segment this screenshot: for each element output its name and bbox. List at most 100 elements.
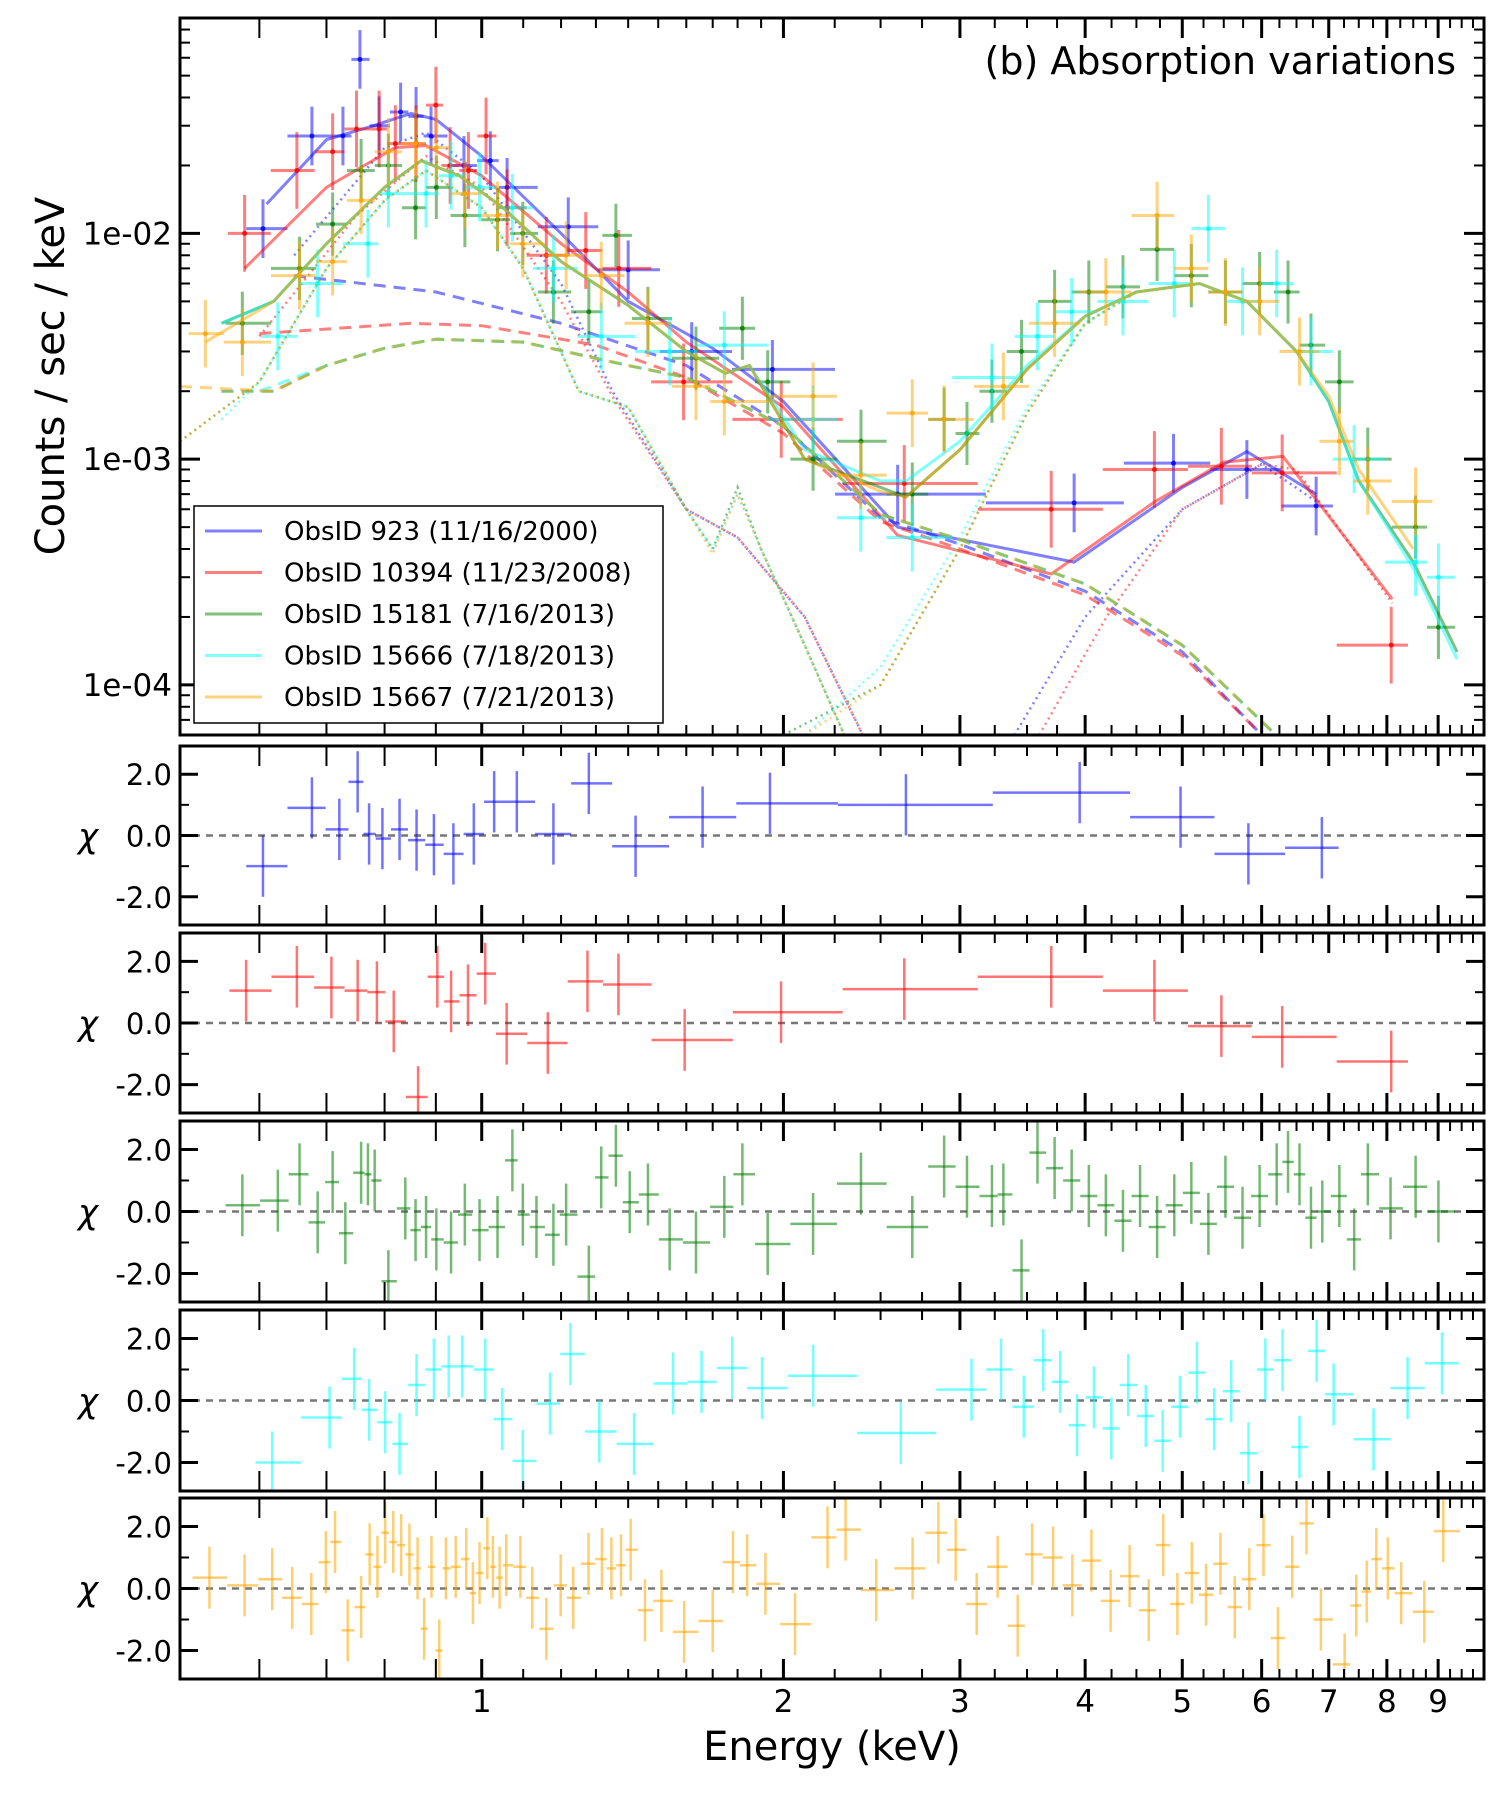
- x-tick-label: 2: [774, 1684, 794, 1720]
- data-point: [392, 141, 398, 147]
- data-point: [385, 191, 391, 197]
- residual-y-tick-label: 2.0: [126, 1323, 172, 1357]
- data-point: [365, 241, 371, 247]
- data-point: [1103, 289, 1109, 295]
- residual-frame: [178, 744, 1486, 927]
- model-dotted-soft-line: [180, 168, 846, 735]
- residual-panel-0: 2.0 0.0 -2.0 χ: [76, 744, 1486, 927]
- residual-y-tick-label: 2.0: [126, 1511, 172, 1545]
- residual-frame: [178, 931, 1486, 1115]
- data-point: [1336, 438, 1342, 444]
- legend-label: ObsID 15181 (7/16/2013): [284, 600, 615, 630]
- spectrum-panel: 1e-02 1e-03 1e-04: [83, 16, 1486, 737]
- residual-y-tick-label: -2.0: [115, 1257, 172, 1291]
- legend-box: [193, 505, 664, 724]
- data-point: [358, 197, 364, 203]
- x-tick-label: 4: [1075, 1684, 1095, 1720]
- data-point: [483, 133, 489, 139]
- residual-y-tick-label: -2.0: [115, 1634, 172, 1668]
- residual-data: [255, 1319, 1459, 1491]
- y-tick-label: 1e-03: [83, 442, 172, 478]
- data-point: [858, 515, 864, 521]
- data-point: [810, 393, 816, 399]
- data-point: [1170, 460, 1176, 466]
- residual-y-tick-label: -2.0: [115, 1446, 172, 1480]
- data-point: [520, 241, 526, 247]
- data-point: [613, 232, 619, 238]
- legend: ObsID 923 (11/16/2000) ObsID 10394 (11/23…: [193, 505, 664, 724]
- data-point: [667, 348, 673, 354]
- data-point: [586, 309, 592, 315]
- x-tick-label: 3: [950, 1684, 970, 1720]
- data-point: [1285, 289, 1291, 295]
- data-point: [428, 133, 434, 139]
- data-point: [239, 339, 245, 345]
- residual-y-tick-label: 0.0: [126, 820, 172, 854]
- residual-y-axis-label: χ: [76, 1004, 100, 1044]
- data-point: [583, 248, 589, 254]
- residual-y-axis-label: χ: [76, 817, 100, 857]
- residual-data: [246, 751, 1339, 897]
- residual-y-tick-label: 0.0: [126, 1385, 172, 1419]
- data-point: [1019, 348, 1025, 354]
- residual-panels: 2.0 0.0 -2.0 χ 2.0 0.0 -2.0 χ 2.0 0.0 -2.0 χ 2.0 0.0 -…: [76, 744, 1486, 1720]
- x-tick-label: 5: [1172, 1684, 1192, 1720]
- data-point: [413, 141, 419, 147]
- data-point: [1034, 333, 1040, 339]
- data-point: [1388, 642, 1394, 648]
- residual-y-tick-label: 0.0: [126, 1573, 172, 1607]
- model-total-line: [243, 144, 1394, 601]
- model-dotted-hard-line: [804, 282, 1200, 735]
- data-point: [385, 149, 391, 155]
- residual-y-tick-label: 2.0: [126, 758, 172, 792]
- data-point: [202, 331, 208, 337]
- data-point: [1069, 309, 1075, 315]
- data-point: [858, 472, 864, 478]
- data-point: [765, 379, 771, 385]
- data-point: [330, 221, 336, 227]
- data-point: [550, 265, 556, 271]
- x-tick-label: 7: [1319, 1684, 1339, 1720]
- data-point: [1171, 281, 1177, 287]
- data-point: [1048, 506, 1054, 512]
- x-tick-label: 6: [1252, 1684, 1272, 1720]
- spectrum-axes: 1e-02 1e-03 1e-04: [83, 16, 1486, 737]
- data-point: [353, 126, 359, 132]
- data-point: [1205, 226, 1211, 232]
- data-point: [423, 191, 429, 197]
- model-dashed-line: [259, 321, 1263, 735]
- residual-data: [192, 1498, 1461, 1679]
- data-point: [495, 213, 501, 219]
- data-point: [1413, 498, 1419, 504]
- data-point: [693, 383, 699, 389]
- data-point: [909, 534, 915, 540]
- data-point: [563, 252, 569, 258]
- data-point: [721, 342, 727, 348]
- residual-y-tick-label: -2.0: [115, 881, 172, 915]
- data-point: [433, 145, 439, 151]
- spectrum-frame: [178, 16, 1486, 737]
- data-point: [275, 333, 281, 339]
- data-point: [616, 265, 622, 271]
- data-point: [260, 226, 266, 232]
- data-point: [1052, 320, 1058, 326]
- residual-panel-3: 2.0 0.0 -2.0 χ: [76, 1308, 1486, 1493]
- legend-label: ObsID 923 (11/16/2000): [284, 517, 599, 547]
- data-point: [769, 366, 775, 372]
- data-point: [330, 149, 336, 155]
- x-tick-label: 9: [1428, 1684, 1448, 1720]
- x-axis-label: Energy (keV): [703, 1724, 961, 1770]
- residual-panel-1: 2.0 0.0 -2.0 χ: [76, 931, 1486, 1115]
- residual-y-tick-label: 0.0: [126, 1007, 172, 1041]
- data-point: [1279, 470, 1285, 476]
- residual-frame: [178, 1308, 1486, 1493]
- data-point: [1336, 379, 1342, 385]
- data-point: [462, 191, 468, 197]
- spectrum-data: [180, 30, 1459, 735]
- data-point: [242, 230, 248, 236]
- residual-data: [225, 1121, 1456, 1302]
- residual-panel-2: 2.0 0.0 -2.0 χ: [76, 1119, 1486, 1304]
- residual-y-tick-label: 2.0: [126, 1134, 172, 1168]
- legend-label: ObsID 15667 (7/21/2013): [284, 683, 615, 713]
- data-point: [598, 333, 604, 339]
